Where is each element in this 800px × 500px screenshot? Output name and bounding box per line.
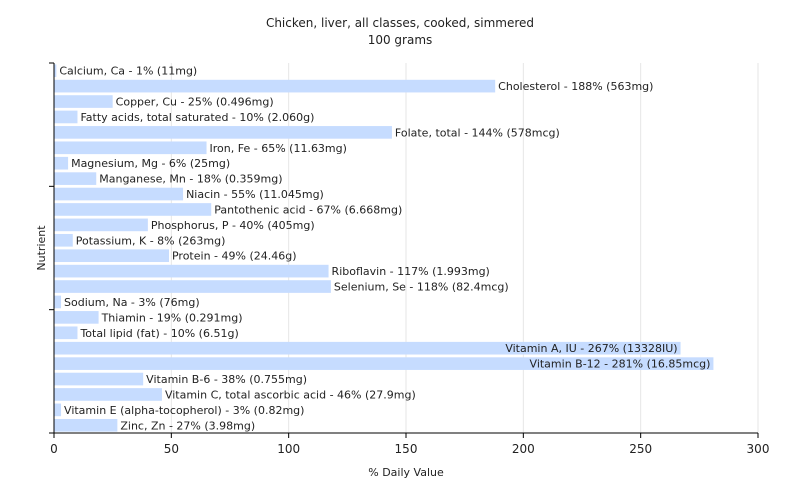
data-label: Riboflavin - 117% (1.993mg)	[332, 265, 490, 278]
x-tick-label: 250	[629, 442, 652, 456]
data-label: Protein - 49% (24.46g)	[172, 250, 297, 263]
data-label: Total lipid (fat) - 10% (6.51g)	[79, 327, 238, 340]
data-label: Phosphorus, P - 40% (405mg)	[151, 219, 315, 232]
bar	[54, 295, 62, 309]
bar	[54, 156, 69, 170]
data-label: Niacin - 55% (11.045mg)	[186, 188, 324, 201]
bar	[54, 218, 148, 232]
x-tick-label: 0	[50, 442, 58, 456]
bar	[54, 388, 162, 401]
x-axis-label: % Daily Value	[368, 466, 444, 479]
data-label: Vitamin C, total ascorbic acid - 46% (27…	[165, 388, 416, 401]
data-label: Thiamin - 19% (0.291mg)	[101, 311, 243, 324]
data-label: Vitamin E (alpha-tocopherol) - 3% (0.82m…	[64, 404, 304, 417]
axes: 0 50 100 150 200 250 300	[49, 62, 770, 456]
bar	[54, 264, 329, 278]
data-label: Calcium, Ca - 1% (11mg)	[59, 65, 197, 78]
data-label: Vitamin A, IU - 267% (13328IU)	[505, 342, 677, 355]
bar	[54, 187, 184, 201]
bar	[54, 110, 78, 124]
bar	[54, 372, 144, 386]
bar	[54, 79, 496, 93]
data-label: Cholesterol - 188% (563mg)	[498, 80, 653, 93]
bar	[54, 249, 169, 263]
bar	[54, 172, 97, 185]
bar	[54, 280, 331, 293]
x-tick-label: 300	[747, 442, 770, 456]
bar	[54, 233, 73, 247]
bar	[54, 126, 392, 139]
x-tick-label: 50	[164, 442, 179, 456]
x-tick-label: 200	[512, 442, 535, 456]
gridlines	[170, 63, 759, 433]
data-label: Manganese, Mn - 18% (0.359mg)	[99, 173, 282, 186]
bar	[54, 95, 113, 108]
bar	[54, 403, 62, 417]
bars: Calcium, Ca - 1% (11mg) Cholesterol - 188…	[54, 64, 714, 432]
data-label: Selenium, Se - 118% (82.4mcg)	[334, 281, 509, 294]
data-label: Folate, total - 144% (578mcg)	[395, 126, 560, 139]
data-label: Vitamin B-6 - 38% (0.755mg)	[146, 373, 307, 386]
data-label: Vitamin B-12 - 281% (16.85mcg)	[530, 358, 711, 371]
y-axis-label: Nutrient	[35, 225, 48, 271]
x-tick-label: 100	[277, 442, 300, 456]
data-label: Pantothenic acid - 67% (6.668mg)	[214, 203, 402, 216]
bar	[54, 141, 207, 155]
data-label: Iron, Fe - 65% (11.63mg)	[210, 142, 347, 155]
bar	[54, 203, 212, 216]
data-label: Sodium, Na - 3% (76mg)	[64, 296, 200, 309]
bar	[54, 418, 118, 432]
data-label: Copper, Cu - 25% (0.496mg)	[116, 96, 274, 109]
bar	[54, 326, 78, 340]
data-label: Fatty acids, total saturated - 10% (2.06…	[80, 111, 314, 124]
bar	[54, 341, 681, 355]
chart-title: Chicken, liver, all classes, cooked, sim…	[266, 16, 534, 30]
bar	[54, 64, 57, 78]
bar	[54, 357, 714, 370]
data-label: Magnesium, Mg - 6% (25mg)	[71, 157, 230, 170]
data-label: Potassium, K - 8% (263mg)	[76, 234, 226, 247]
x-tick-label: 150	[395, 442, 418, 456]
chart-subtitle: 100 grams	[368, 33, 433, 47]
bar	[54, 311, 99, 324]
data-label: Zinc, Zn - 27% (3.98mg)	[120, 419, 255, 432]
